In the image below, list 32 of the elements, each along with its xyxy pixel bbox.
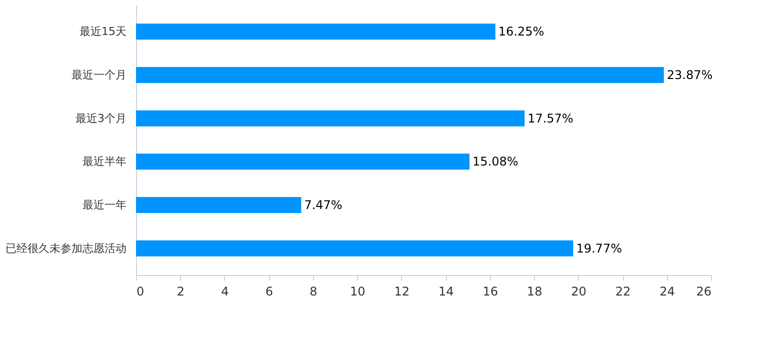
bar (136, 240, 574, 256)
x-tick-label: 22 (615, 284, 631, 298)
x-tick-label: 6 (265, 284, 274, 298)
y-tick-label: 最近一个月 (72, 68, 126, 82)
x-tick-label: 12 (394, 284, 410, 298)
x-tick-label: 2 (176, 284, 185, 298)
x-tick-label: 18 (526, 284, 542, 298)
y-tick-label: 最近一年 (82, 198, 126, 212)
y-tick-label: 已经很久未参加志愿活动 (6, 242, 126, 255)
y-tick-label: 最近3个月 (76, 112, 126, 125)
x-tick-label: 20 (571, 284, 586, 298)
x-tick-label: 16 (482, 284, 498, 298)
y-tick-label: 最近15天 (80, 25, 126, 38)
x-tick-label: 14 (438, 284, 454, 298)
bar (136, 67, 664, 83)
x-tick-label: 10 (350, 284, 366, 298)
x-tick-label: 26 (696, 284, 712, 298)
data-label: 23.87% (666, 68, 713, 82)
x-tick-label: 0 (136, 284, 144, 298)
data-label: 17.57% (528, 111, 574, 126)
bar (136, 24, 496, 40)
bar (136, 197, 302, 213)
x-tick-label: 8 (310, 284, 318, 298)
bar (136, 154, 470, 170)
data-label: 7.47% (304, 198, 342, 212)
x-tick-label: 4 (221, 284, 229, 298)
data-label: 15.08% (472, 154, 518, 169)
x-tick-label: 24 (660, 284, 675, 298)
bar (136, 110, 525, 126)
data-label: 16.25% (498, 24, 544, 39)
y-tick-label: 最近半年 (82, 155, 126, 168)
data-label: 19.77% (576, 241, 622, 256)
